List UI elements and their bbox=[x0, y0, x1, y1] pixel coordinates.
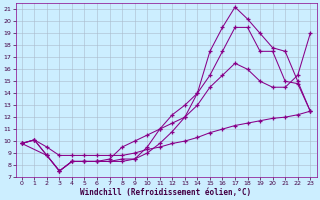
X-axis label: Windchill (Refroidissement éolien,°C): Windchill (Refroidissement éolien,°C) bbox=[80, 188, 252, 197]
